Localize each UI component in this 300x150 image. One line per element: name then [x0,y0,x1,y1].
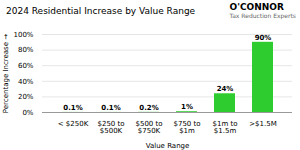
svg-text:40%: 40% [18,78,34,86]
svg-text:80%: 80% [18,46,34,54]
html-text:Tax Reduction Experts: Tax Reduction Experts [229,12,296,19]
svg-text:0.1%: 0.1% [63,104,82,112]
svg-text:0.2%: 0.2% [139,104,158,112]
svg-text:>$1.5M: >$1.5M [249,120,277,128]
svg-text:Value Range: Value Range [146,142,190,150]
svg-text:20%: 20% [18,93,34,101]
svg-text:$750 to$1m: $750 to$1m [173,120,200,135]
svg-text:100%: 100% [13,31,33,39]
svg-text:$500 to$750K: $500 to$750K [135,120,162,135]
svg-text:$1m to$1.5m: $1m to$1.5m [213,120,238,135]
svg-text:0%: 0% [22,109,33,117]
svg-text:$250 to$500K: $250 to$500K [97,120,124,135]
svg-text:0.1%: 0.1% [101,104,120,112]
svg-text:24%: 24% [217,85,234,93]
svg-text:1%: 1% [181,103,193,111]
html-text:O'CONNOR: O'CONNOR [229,2,284,12]
svg-text:Percentage Increase →: Percentage Increase → [2,34,10,113]
html-text:2024 Residential Increase by V: 2024 Residential Increase by Value Range [6,6,196,16]
svg-text:< $250K: < $250K [58,120,89,128]
svg-text:90%: 90% [255,34,272,42]
svg-text:60%: 60% [18,62,34,70]
